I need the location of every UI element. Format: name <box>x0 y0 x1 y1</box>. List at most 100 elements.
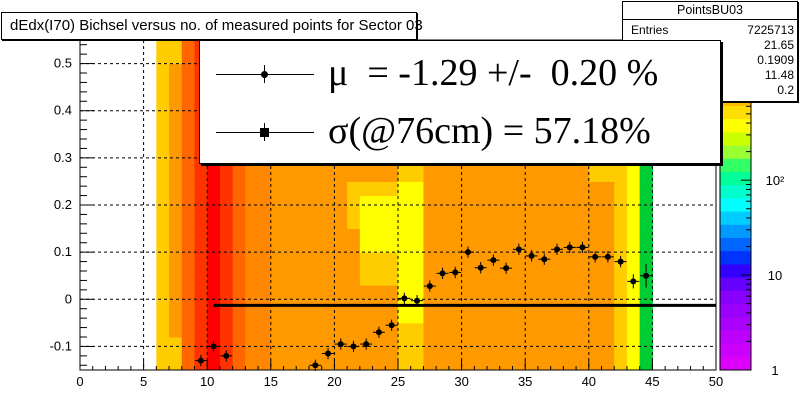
colorbar-tick-label: 10² <box>766 173 785 188</box>
colorbar-swatch <box>720 224 751 239</box>
colorbar-swatch <box>720 119 751 133</box>
stats-row: Entries 7225713 <box>623 23 797 38</box>
legend-entry-mean: μ = -1.29 +/- 0.20 % <box>200 45 720 103</box>
data-point <box>630 278 637 285</box>
data-point <box>223 352 230 359</box>
stats-row: 11.48 <box>623 68 797 83</box>
data-point <box>312 362 319 369</box>
colorbar-tick-label: 10 <box>768 268 782 283</box>
legend-entry-sigma: σ(@76cm) = 57.18% <box>200 103 720 161</box>
data-point <box>617 258 624 265</box>
stats-row: 0.1909 <box>623 53 797 68</box>
data-point <box>337 341 344 348</box>
legend-box: μ = -1.29 +/- 0.20 % σ(@76cm) = 57.18% <box>199 40 721 164</box>
data-point <box>503 265 510 272</box>
data-point <box>477 264 484 271</box>
stats-value: 21.65 <box>763 38 794 52</box>
x-tick-label: 20 <box>327 374 341 389</box>
stats-label: Entries <box>631 23 669 37</box>
points-layer <box>194 241 716 371</box>
colorbar-swatch <box>720 211 751 226</box>
colorbar-swatch <box>720 238 751 252</box>
colorbar-swatch <box>720 317 751 331</box>
heatmap-cell <box>169 337 183 371</box>
data-point <box>426 283 433 290</box>
stats-value: 11.48 <box>764 68 794 82</box>
colorbar-swatch <box>720 343 751 358</box>
x-tick-label: 25 <box>391 374 405 389</box>
x-tick-label: 45 <box>645 374 659 389</box>
y-tick-label: -0.1 <box>50 338 72 353</box>
data-point <box>541 256 548 263</box>
colorbar-swatch <box>720 251 751 265</box>
data-point <box>515 246 522 253</box>
x-tick-label: 40 <box>582 374 596 389</box>
data-point <box>325 350 332 357</box>
heatmap-cell <box>359 252 399 286</box>
stats-row: 0.2 <box>623 83 797 98</box>
stats-name: PointsBU03 <box>676 3 743 17</box>
data-point <box>452 269 459 276</box>
heatmap-cell <box>359 181 399 197</box>
heatmap-cell <box>169 40 183 65</box>
chart-title: dEdx(I70) Bichsel versus no. of measured… <box>10 17 423 34</box>
data-point <box>528 252 535 259</box>
colorbar-swatch <box>720 290 751 305</box>
x-tick-label: 10 <box>200 374 214 389</box>
data-point <box>592 253 599 260</box>
y-tick-label: 0.4 <box>54 103 72 118</box>
legend-square-marker <box>260 128 269 137</box>
data-point <box>363 341 370 348</box>
heatmap-cell <box>347 181 361 230</box>
colorbar-swatch <box>720 172 751 186</box>
heatmap-cell <box>169 63 183 338</box>
stats-separator <box>623 19 797 20</box>
x-tick-label: 50 <box>709 374 723 389</box>
title-box: dEdx(I70) Bichsel versus no. of measured… <box>1 12 423 40</box>
colorbar-swatch <box>720 356 751 371</box>
data-point <box>388 322 395 329</box>
data-point <box>439 270 446 277</box>
y-tick-label: 0.2 <box>54 197 72 212</box>
heatmap-cell <box>359 195 399 253</box>
colorbar-swatch <box>720 304 751 318</box>
stats-value: 7225713 <box>747 23 794 37</box>
colorbar-swatch <box>720 185 751 199</box>
data-point <box>490 257 497 264</box>
y-tick-label: 0.5 <box>54 56 72 71</box>
legend-circle-marker <box>261 71 268 78</box>
colorbar-swatch <box>720 277 751 292</box>
legend-text-sigma: σ(@76cm) = 57.18% <box>328 110 651 152</box>
data-point <box>604 253 611 260</box>
stats-value: 0.2 <box>777 83 794 97</box>
data-point <box>210 343 217 350</box>
colorbar-swatch <box>720 106 751 120</box>
colorbar-swatch <box>720 198 751 213</box>
heatmap-cell <box>588 181 615 371</box>
data-point <box>554 246 560 253</box>
legend-text-mean: μ = -1.29 +/- 0.20 % <box>328 52 659 94</box>
x-tick-label: 15 <box>264 374 278 389</box>
colorbar-swatch <box>720 158 751 173</box>
data-point <box>401 295 408 302</box>
colorbar-swatch <box>720 132 751 147</box>
y-tick-label: 0.3 <box>54 150 72 165</box>
y-tick-label: 0.1 <box>54 244 72 259</box>
data-point <box>464 249 471 256</box>
x-tick-label: 30 <box>454 374 468 389</box>
data-point <box>197 357 204 364</box>
colorbar-swatch <box>720 145 751 160</box>
data-point <box>414 297 421 304</box>
heatmap-cell <box>156 40 170 371</box>
x-tick-label: 0 <box>76 374 83 389</box>
colorbar-tick-label: 1 <box>771 363 778 378</box>
data-point <box>579 244 586 251</box>
colorbar-swatch <box>720 330 751 345</box>
stats-value: 0.1909 <box>757 53 794 67</box>
data-point <box>350 343 357 350</box>
data-point <box>375 329 382 336</box>
colorbar-swatch <box>720 264 751 279</box>
heatmap-cell <box>347 228 361 371</box>
data-point <box>643 272 650 279</box>
